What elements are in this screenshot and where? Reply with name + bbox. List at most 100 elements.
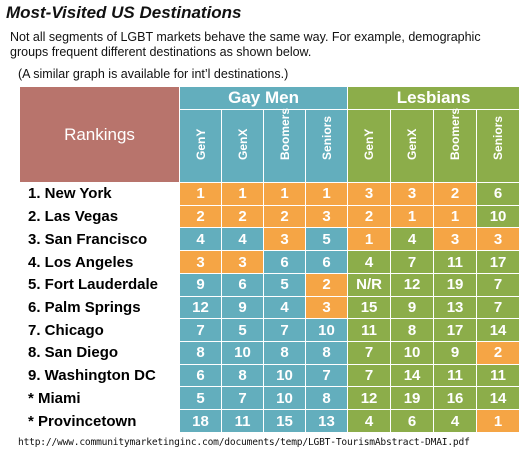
table-row: 4. Los Angeles 3 3 6 6 4 7 11 17: [19, 250, 521, 274]
rank-cell: 8: [390, 318, 435, 343]
destination-label: 3. San Francisco: [19, 227, 180, 252]
rank-cell: 11: [433, 363, 478, 388]
rank-cell: 1: [347, 227, 392, 252]
rank-cell: 7: [347, 363, 392, 388]
intro-text: Not all segments of LGBT markets behave …: [10, 30, 481, 59]
rank-cell: 3: [304, 204, 349, 229]
rank-cell: 8: [263, 341, 306, 365]
column-label: GenX: [235, 128, 250, 160]
rank-cell: 10: [390, 341, 435, 365]
rank-cell: 1: [179, 182, 222, 206]
destination-label: 9. Washington DC: [19, 363, 180, 388]
rank-cell: 6: [476, 182, 521, 206]
rank-cell: 8: [304, 341, 349, 365]
rank-cell: 4: [347, 250, 392, 274]
column-header: GenX: [221, 109, 264, 183]
destination-label: 2. Las Vegas: [19, 204, 180, 229]
column-label: GenY: [362, 128, 377, 160]
column-header: Seniors: [304, 109, 349, 183]
rank-cell: 2: [476, 341, 521, 365]
rank-cell: 6: [221, 272, 264, 297]
rank-cell: 8: [221, 363, 264, 388]
table-row: 7. Chicago 7 5 7 10 11 8 17 14: [19, 318, 521, 343]
rank-cell: 3: [221, 250, 264, 274]
group-header-lesbians: Lesbians: [347, 86, 521, 110]
rank-cell: 13: [304, 409, 349, 433]
table-row: 1. New York 1 1 1 1 3 3 2 6: [19, 182, 521, 206]
rank-cell: 18: [179, 409, 222, 433]
table-row: * Miami 5 7 10 8 12 19 16 14: [19, 386, 521, 411]
page-title: Most-Visited US Destinations: [6, 3, 242, 22]
table-row: 6. Palm Springs 12 9 4 3 15 9 13 7: [19, 295, 521, 320]
table-row: * Provincetown 18 11 15 13 4 6 4 1: [19, 409, 521, 433]
rank-cell: 3: [476, 227, 521, 252]
table-body: 1. New York 1 1 1 1 3 3 2 6 2. Las Vegas 2 2 2 3 2 1 1 10…: [19, 182, 521, 433]
rank-cell: 1: [221, 182, 264, 206]
rank-cell: 14: [476, 318, 521, 343]
column-label: Seniors: [491, 115, 506, 160]
rank-cell: 7: [347, 341, 392, 365]
rank-cell: 7: [476, 272, 521, 297]
rank-cell: 5: [263, 272, 306, 297]
column-header: GenX: [390, 109, 435, 183]
group-header-row: Rankings Gay Men Lesbians: [19, 86, 521, 183]
rank-cell: 3: [433, 227, 478, 252]
rank-cell: 2: [347, 204, 392, 229]
rank-cell: 1: [390, 204, 435, 229]
rank-cell: 10: [304, 318, 349, 343]
rank-cell: 4: [263, 295, 306, 320]
rank-cell: 17: [433, 318, 478, 343]
destination-label: * Provincetown: [19, 409, 180, 433]
destination-label: 8. San Diego: [19, 341, 180, 365]
rank-cell: 17: [476, 250, 521, 274]
rank-cell: 8: [304, 386, 349, 411]
destination-label: 6. Palm Springs: [19, 295, 180, 320]
rank-cell: 1: [476, 409, 521, 433]
rank-cell: 12: [390, 272, 435, 297]
rank-cell: 11: [476, 363, 521, 388]
column-header: Boomers: [433, 107, 478, 183]
column-label: GenX: [405, 128, 420, 160]
rank-cell: 3: [263, 227, 306, 252]
rank-cell: 1: [433, 204, 478, 229]
rank-cell: 10: [476, 204, 521, 229]
rank-cell: 8: [179, 341, 222, 365]
rank-cell: 7: [263, 318, 306, 343]
rank-cell: 4: [179, 227, 222, 252]
rank-cell: 12: [179, 295, 222, 320]
column-label: Seniors: [319, 115, 334, 160]
rank-cell: 7: [179, 318, 222, 343]
rankings-header: Rankings: [19, 86, 180, 183]
table-row: 8. San Diego 8 10 8 8 7 10 9 2: [19, 341, 521, 365]
rank-cell: 2: [221, 204, 264, 229]
rank-cell: 7: [304, 363, 349, 388]
column-header: Seniors: [476, 109, 521, 183]
rank-cell: 3: [347, 182, 392, 206]
rankings-table: Rankings Gay Men Lesbians GenY GenX Boom…: [19, 86, 521, 433]
rank-cell: 4: [221, 227, 264, 252]
rank-cell: 15: [263, 409, 306, 433]
rank-cell: 5: [179, 386, 222, 411]
rank-cell: 3: [390, 182, 435, 206]
table-row: 5. Fort Lauderdale 9 6 5 2 N/R 12 19 7: [19, 272, 521, 297]
rank-cell: 4: [347, 409, 392, 433]
rank-cell: 15: [347, 295, 392, 320]
group-header-gay-men: Gay Men: [178, 86, 349, 110]
rank-cell: 9: [221, 295, 264, 320]
table-row: 9. Washington DC 6 8 10 7 7 14 11 11: [19, 363, 521, 388]
rank-cell: 6: [304, 250, 349, 274]
column-header: Boomers: [263, 108, 306, 183]
column-label: Boomers: [448, 107, 463, 160]
rank-cell: 1: [304, 182, 349, 206]
rank-cell: 5: [221, 318, 264, 343]
rank-cell: 19: [390, 386, 435, 411]
rank-cell: 5: [304, 227, 349, 252]
rank-cell: 9: [179, 272, 222, 297]
rank-cell: 3: [179, 250, 222, 274]
rank-cell: 14: [476, 386, 521, 411]
rank-cell: 4: [433, 409, 478, 433]
destination-label: * Miami: [19, 386, 180, 411]
source-url: http://www.communitymarketinginc.com/doc…: [18, 437, 470, 448]
column-header: GenY: [179, 109, 222, 183]
rank-cell: 2: [433, 182, 478, 206]
